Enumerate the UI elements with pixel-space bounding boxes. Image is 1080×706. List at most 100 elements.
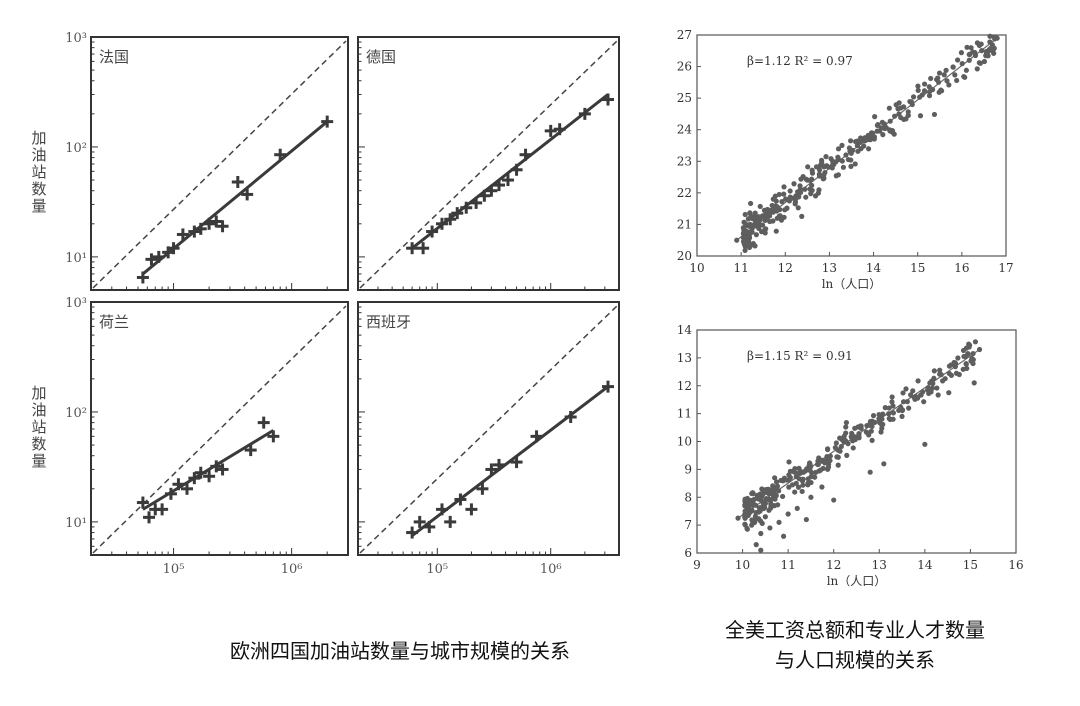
scatter-point <box>789 195 795 201</box>
data-point <box>188 472 201 485</box>
scatter-point <box>836 156 842 163</box>
scatter-point <box>786 472 792 478</box>
scatter-points <box>735 339 983 553</box>
scatter-point <box>778 217 785 223</box>
scatter-point <box>839 142 845 148</box>
scatter-point <box>816 167 823 173</box>
y-tick-label: 20 <box>677 249 692 263</box>
scatter-point <box>887 118 893 124</box>
data-point <box>478 189 491 202</box>
scatter-point <box>758 547 764 553</box>
scatter-point <box>892 113 898 119</box>
y-tick-label: 7 <box>684 518 692 532</box>
scatter-point <box>740 230 747 236</box>
scatter-point <box>809 187 815 194</box>
scatter-point <box>922 441 928 447</box>
scatter-point <box>764 496 770 503</box>
scatter-point <box>845 156 851 163</box>
data-point <box>444 213 457 226</box>
scatter-point <box>791 469 798 475</box>
data-point <box>435 217 448 230</box>
scatter-point <box>753 232 759 238</box>
panel-3: 10³ 10² 10¹ 10⁵ 10⁶ 荷兰 <box>65 296 349 577</box>
scatter-point <box>886 405 892 411</box>
data-point <box>267 430 280 443</box>
scatter-point <box>958 50 965 56</box>
scatter-point <box>963 345 970 351</box>
scatter-point <box>749 216 756 222</box>
scatter-point <box>977 60 983 66</box>
data-point <box>406 526 419 539</box>
data-point <box>510 456 523 469</box>
scatter-point <box>966 57 972 63</box>
dashed-reference-line <box>92 40 347 289</box>
scatter-point <box>838 443 844 450</box>
scatter-point <box>780 533 787 539</box>
scatter-point <box>762 514 768 520</box>
scatter-point <box>869 437 875 443</box>
panel-title: 西班牙 <box>366 313 411 331</box>
data-point <box>451 207 464 220</box>
scatter-point <box>742 220 748 227</box>
scatter-point <box>777 206 783 213</box>
x-tick-label: 17 <box>998 261 1013 275</box>
scatter-point <box>974 66 980 72</box>
scatter-point <box>946 390 952 396</box>
scatter-point <box>965 351 971 357</box>
y-tick-label: 23 <box>677 154 692 168</box>
scatter-point <box>935 392 941 398</box>
y-tick-label: 11 <box>677 407 692 421</box>
fit-line <box>142 429 275 511</box>
scatter-point <box>963 361 969 367</box>
scatter-point <box>942 376 948 382</box>
scatter-point <box>848 138 854 144</box>
data-point <box>501 174 514 187</box>
scatter-point <box>900 104 907 110</box>
scatter-point <box>909 101 915 108</box>
x-tick-label: 10 <box>689 261 704 275</box>
scatter-point <box>943 67 949 73</box>
scatter-point <box>910 94 917 100</box>
data-point <box>274 148 287 161</box>
scatter-point <box>941 72 947 78</box>
scatter-point <box>807 461 813 467</box>
y-tick-label: 22 <box>677 186 692 200</box>
scatter-point <box>742 508 748 514</box>
scatter-point <box>779 199 785 205</box>
scatter-point <box>809 167 815 173</box>
scatter-point <box>749 522 755 528</box>
scatter-point <box>795 484 802 490</box>
scatter-point <box>926 390 932 396</box>
scatter-point <box>781 184 787 190</box>
scatter-point <box>955 57 961 63</box>
left-ylabel-bottom: 加油站数量 <box>31 384 47 470</box>
data-point <box>485 463 498 476</box>
scatter-point <box>972 339 979 345</box>
data-point <box>210 460 223 473</box>
scatter-point <box>784 205 790 211</box>
data-point <box>602 93 615 106</box>
right-caption-line1: 全美工资总额和专业人才数量 <box>725 618 985 642</box>
data-point <box>553 123 566 136</box>
data-point <box>578 107 591 120</box>
scatter-point <box>761 505 767 512</box>
scatter-point <box>857 139 863 145</box>
data-point <box>231 175 244 188</box>
scatter-point <box>799 478 806 484</box>
data-point <box>413 515 426 528</box>
scatter-point <box>963 67 969 73</box>
scatter-point <box>812 474 818 480</box>
dashed-reference-line <box>359 40 618 289</box>
scatter-point <box>966 51 972 58</box>
scatter-point <box>771 503 778 509</box>
scatter-point <box>915 83 921 89</box>
data-point <box>423 520 436 533</box>
scatter-point <box>890 410 897 416</box>
scatter-point <box>816 468 822 474</box>
scatter-point <box>803 194 809 200</box>
scatter-point <box>799 488 805 495</box>
scatter-point <box>848 163 854 169</box>
data-point <box>136 271 149 284</box>
scatter-point <box>734 237 740 243</box>
scatter-point <box>931 368 937 374</box>
